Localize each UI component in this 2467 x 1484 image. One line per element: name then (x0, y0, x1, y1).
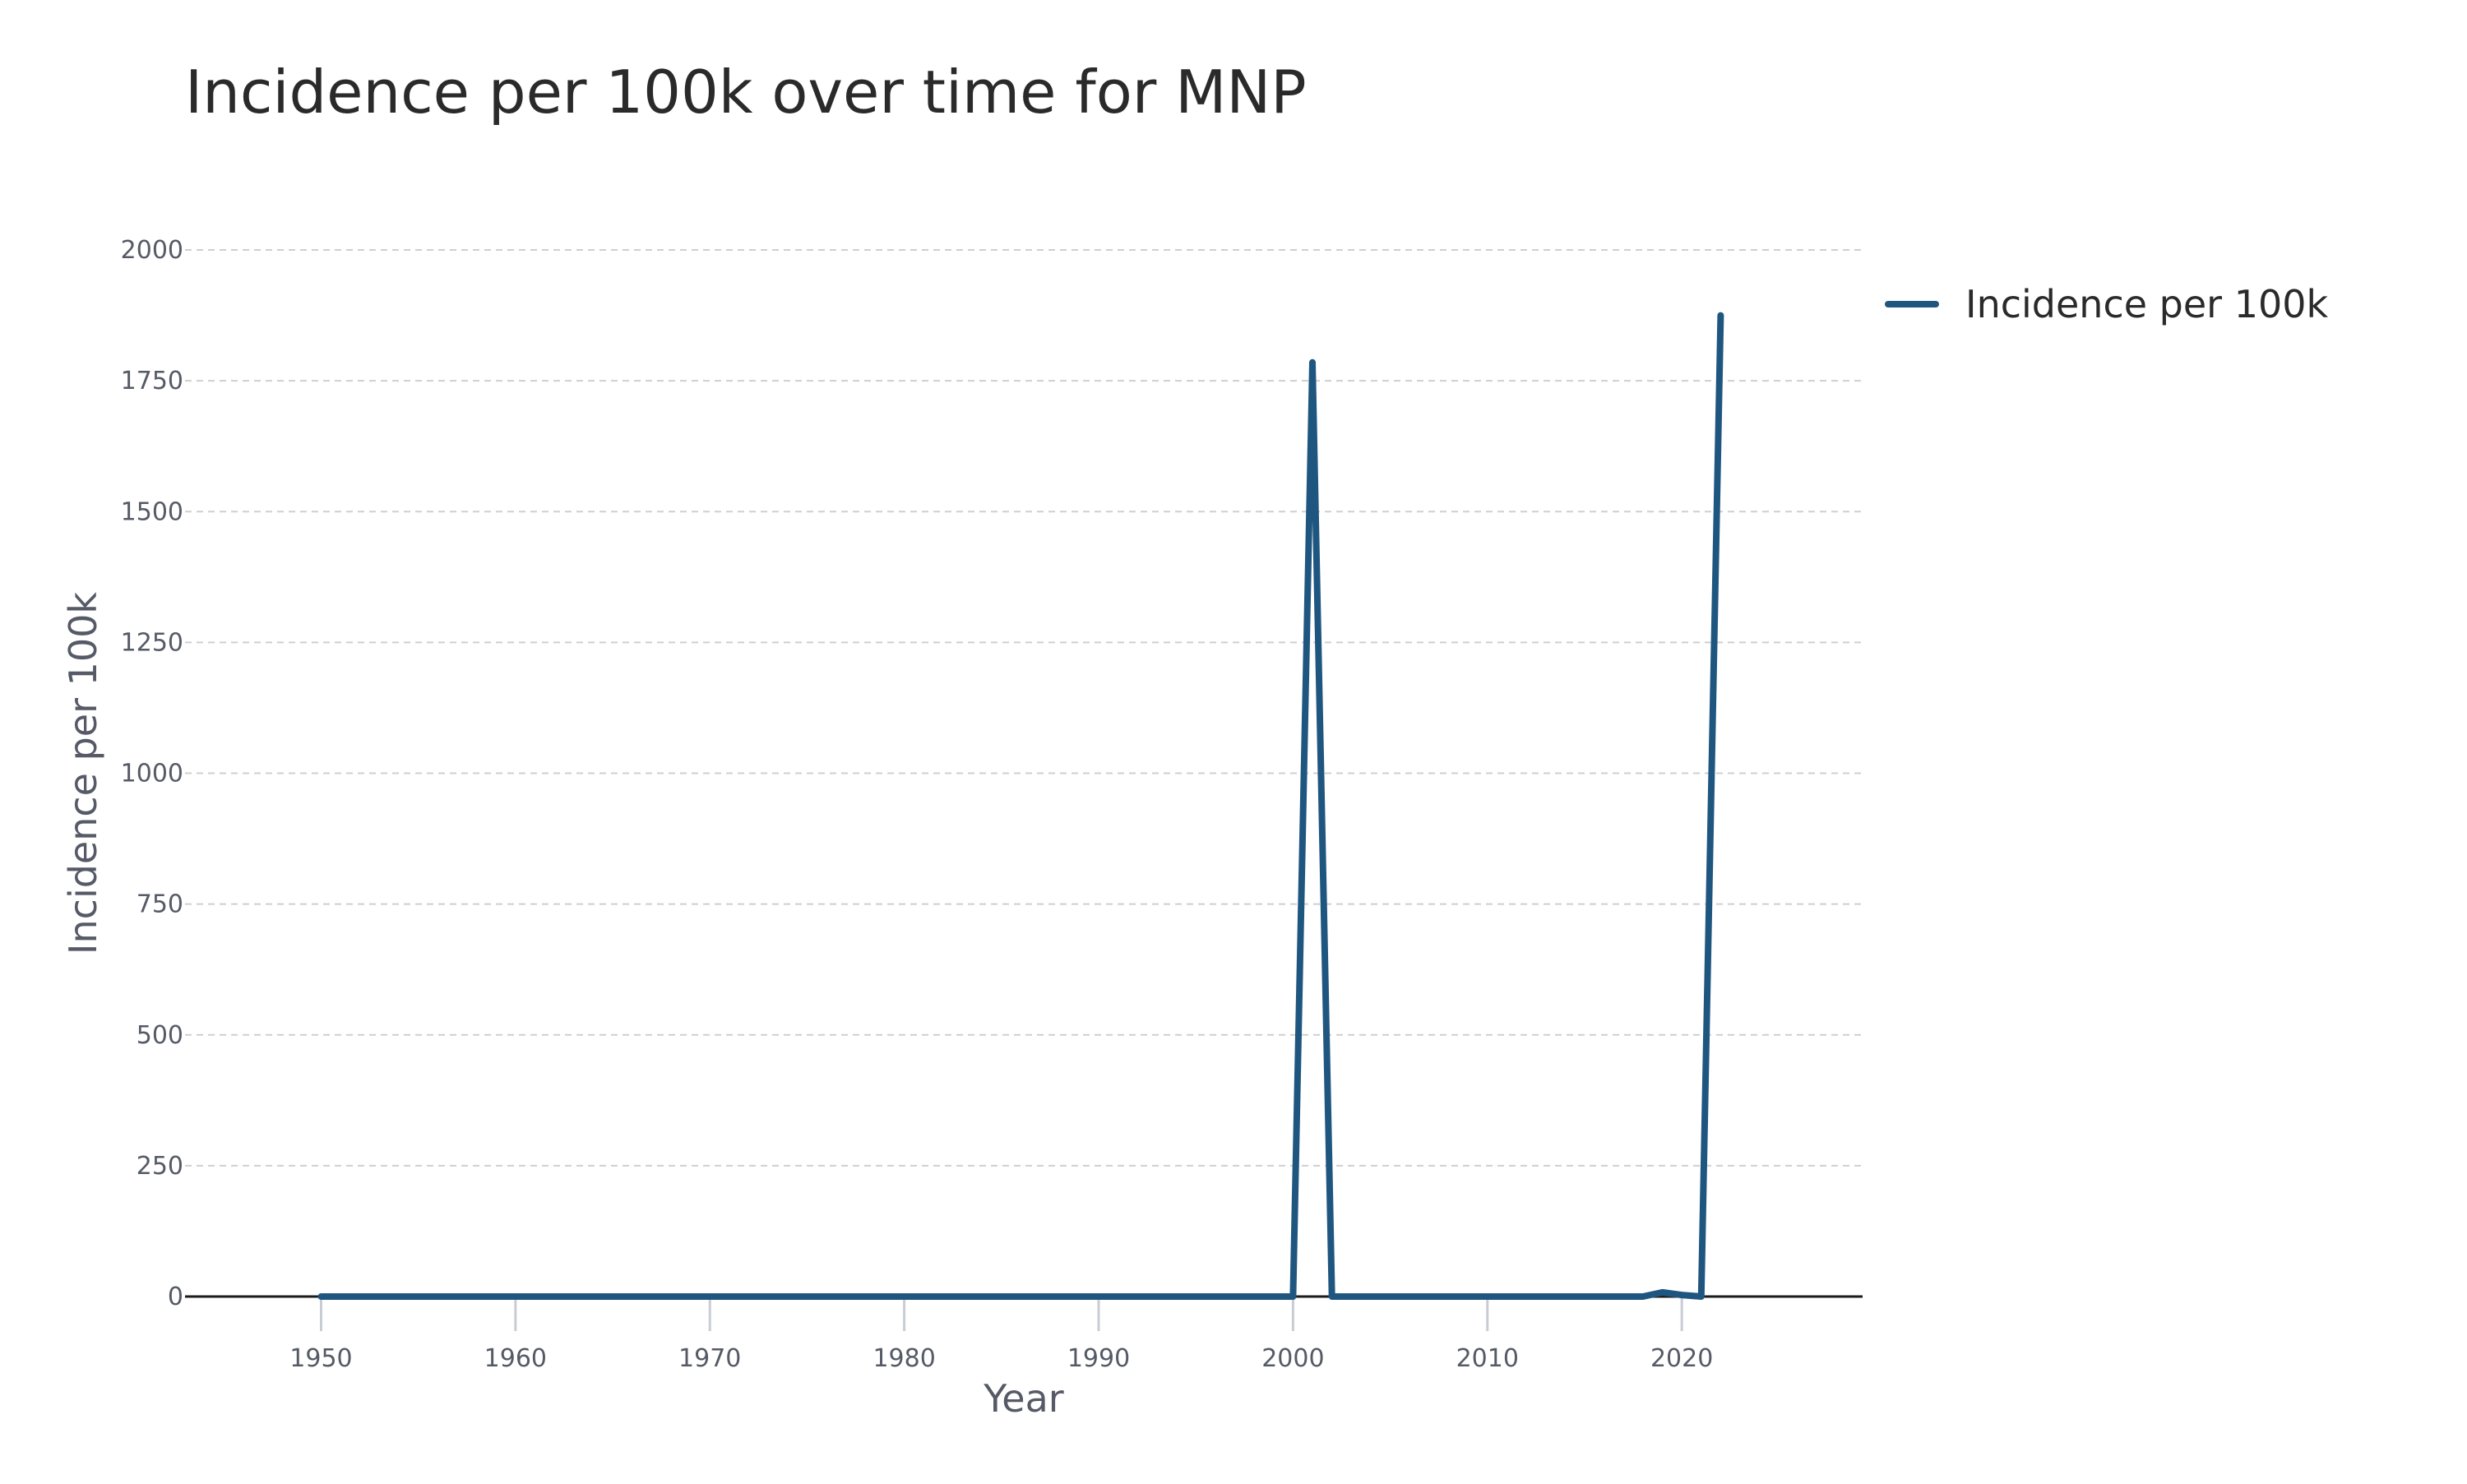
x-tick-label: 1950 (289, 1344, 352, 1373)
y-tick-label: 0 (168, 1283, 183, 1311)
series-line-0 (317, 312, 1724, 1300)
y-tick-label: 750 (137, 890, 183, 919)
x-axis-ticks: 1950 1960 1970 1980 1990 2000 2010 2020 (289, 1297, 1713, 1373)
y-tick-label: 250 (137, 1152, 183, 1181)
y-tick-label: 1250 (121, 628, 183, 657)
x-tick-label: 2020 (1650, 1344, 1713, 1373)
chart-title: Incidence per 100k over time for MNP (185, 58, 1307, 127)
y-tick-label: 1500 (121, 497, 183, 526)
x-tick-label: 2000 (1261, 1344, 1324, 1373)
x-tick-label: 2010 (1456, 1344, 1519, 1373)
y-tick-label: 2000 (121, 236, 183, 265)
y-tick-label: 1000 (121, 760, 183, 788)
y-tick-label: 500 (137, 1021, 183, 1050)
y-tick-label: 1750 (121, 367, 183, 395)
y-axis-title: Incidence per 100k (61, 592, 105, 955)
x-axis-title: Year (983, 1376, 1063, 1421)
x-tick-label: 1990 (1067, 1344, 1130, 1373)
x-tick-label: 1980 (872, 1344, 935, 1373)
legend[interactable]: Incidence per 100k (1885, 282, 2328, 326)
legend-label: Incidence per 100k (1965, 282, 2328, 326)
gridlines (185, 249, 1863, 1167)
y-axis-ticks: 0 250 500 750 1000 1250 1500 1750 2000 (121, 236, 183, 1311)
x-tick-label: 1970 (678, 1344, 741, 1373)
x-tick-label: 1960 (484, 1344, 547, 1373)
series-lines (317, 312, 1724, 1300)
